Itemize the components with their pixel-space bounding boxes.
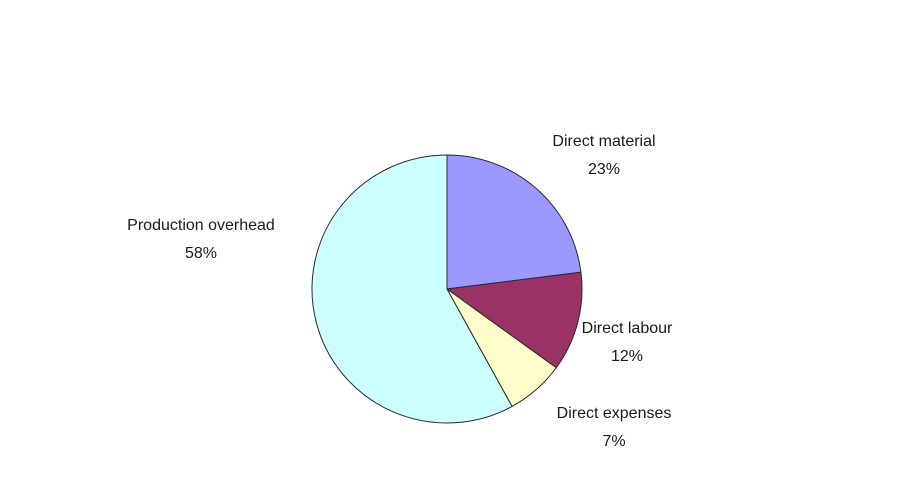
slice-name-label: Direct expenses bbox=[557, 405, 672, 422]
slice-name-label: Production overhead bbox=[127, 217, 275, 234]
slice-percent-label: 23% bbox=[588, 161, 620, 178]
slice-name-label: Direct labour bbox=[582, 320, 673, 337]
slice-percent-label: 58% bbox=[185, 245, 217, 262]
slice-percent-label: 12% bbox=[611, 348, 643, 365]
pie-slice-direct-labour bbox=[445, 271, 583, 369]
pie-slice-production-overhead bbox=[311, 154, 513, 424]
pie-labels: Direct material 23% Direct labour 12% Direct… bbox=[127, 133, 673, 450]
slice-name-label: Direct material bbox=[552, 133, 655, 150]
pie-slice-direct-material bbox=[446, 154, 582, 290]
slice-percent-label: 7% bbox=[602, 433, 625, 450]
pie-slices bbox=[311, 154, 583, 424]
